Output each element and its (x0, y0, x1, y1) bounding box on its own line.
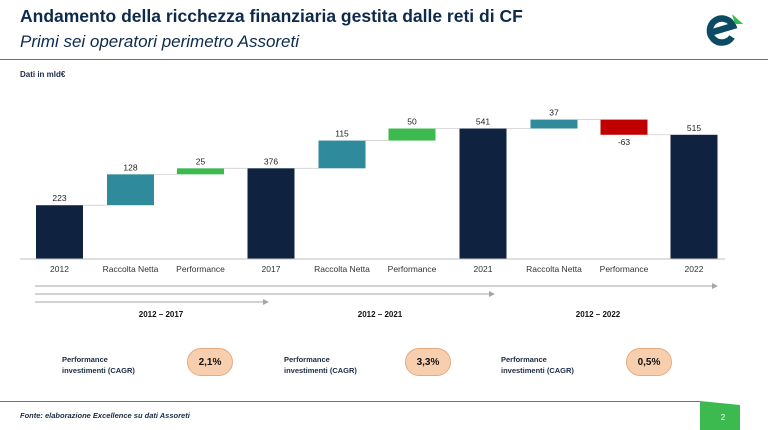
x-tick-label-4: Raccolta Netta (314, 264, 370, 274)
period-label-2012-2017: 2012 – 2017 (138, 310, 184, 319)
data-label-0: 223 (52, 193, 66, 203)
x-tick-label-3: 2017 (262, 264, 281, 274)
period-arrows (35, 283, 718, 305)
x-tick-label-0: 2012 (50, 264, 69, 274)
unit-label: Dati in mld€ (20, 70, 66, 79)
cagr-label-line1: Performance (501, 355, 547, 364)
arrowhead-icon (263, 299, 269, 305)
x-tick-label-1: Raccolta Netta (103, 264, 159, 274)
bar-0 (36, 205, 83, 259)
bar-8 (600, 119, 648, 135)
cagr-value-badge-2: 3,3% (405, 348, 451, 376)
period-label-2012-2021: 2012 – 2021 (357, 310, 403, 319)
x-tick-label-8: Performance (600, 264, 649, 274)
cagr-label-line1: Performance (62, 355, 108, 364)
page-title: Andamento della ricchezza finanziaria ge… (20, 6, 523, 26)
cagr-label-line2: investimenti (CAGR) (501, 366, 574, 375)
page-number: 2 (721, 413, 726, 422)
data-label-6: 541 (476, 117, 490, 127)
cagr-label-line2: investimenti (CAGR) (284, 366, 357, 375)
bar-3 (247, 168, 295, 259)
x-tick-label-9: 2022 (685, 264, 704, 274)
arrowhead-icon (489, 291, 495, 297)
data-label-1: 128 (123, 162, 137, 172)
x-tick-label-7: Raccolta Netta (526, 264, 582, 274)
cagr-label-1: Performance investimenti (CAGR) (62, 354, 135, 376)
footer-divider (0, 401, 700, 402)
bar-9 (670, 134, 718, 259)
x-tick-label-2: Performance (176, 264, 225, 274)
bar-4 (318, 140, 366, 169)
data-label-8: -63 (618, 137, 631, 147)
cagr-value-badge-1: 2,1% (187, 348, 233, 376)
period-label-2012-2022: 2012 – 2022 (575, 310, 621, 319)
bar-2 (177, 168, 224, 175)
page-number-badge: 2 (700, 401, 740, 430)
data-label-3: 376 (264, 156, 278, 166)
cagr-label-3: Performance investimenti (CAGR) (501, 354, 574, 376)
x-tick-label-5: Performance (388, 264, 437, 274)
cagr-label-line2: investimenti (CAGR) (62, 366, 135, 375)
source-note: Fonte: elaborazione Excellence su dati A… (20, 411, 190, 420)
bar-6 (459, 128, 507, 259)
data-label-4: 115 (335, 129, 349, 139)
data-label-5: 50 (407, 117, 417, 127)
bar-1 (107, 174, 154, 206)
cagr-value-badge-3: 0,5% (626, 348, 672, 376)
x-tick-label-6: 2021 (474, 264, 493, 274)
header-divider (0, 59, 768, 60)
bar-5 (388, 128, 436, 141)
arrowhead-icon (712, 283, 718, 289)
cagr-label-line1: Performance (284, 355, 330, 364)
waterfall-chart: 223 128 25 376 115 50 541 37 -63 515 2012 Raccolta… (20, 108, 725, 305)
data-label-9: 515 (687, 123, 701, 133)
excellence-e-logo-icon (706, 14, 743, 46)
bar-7 (530, 119, 578, 129)
data-label-7: 37 (549, 108, 559, 118)
page-subtitle: Primi sei operatori perimetro Assoreti (20, 32, 300, 51)
cagr-label-2: Performance investimenti (CAGR) (284, 354, 357, 376)
data-label-2: 25 (196, 156, 206, 166)
